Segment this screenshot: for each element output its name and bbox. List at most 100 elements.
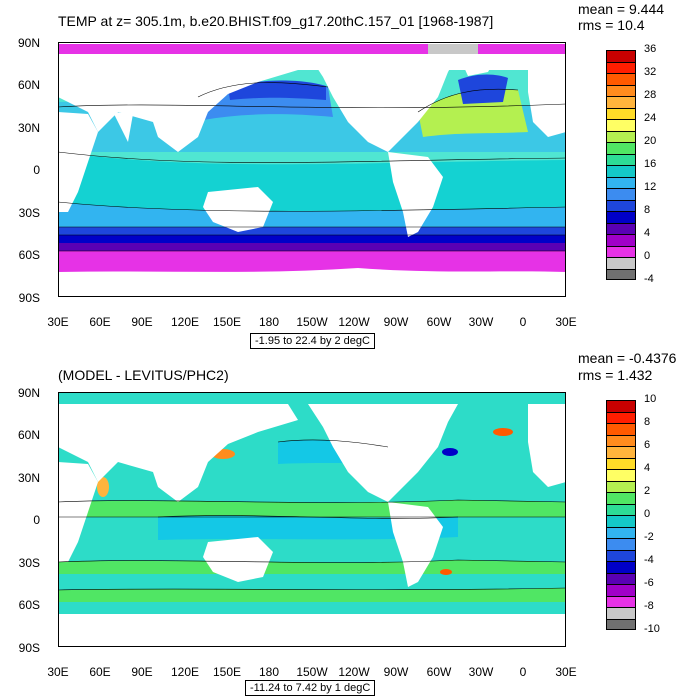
top-xlabel-150e: 150E xyxy=(212,315,242,329)
bottom-panel-mean: mean = -0.4376 xyxy=(578,350,677,366)
bottom-ylabel-60n: 60N xyxy=(17,428,40,442)
colorbar-segment xyxy=(606,469,636,481)
top-xlabel-120w: 120W xyxy=(338,315,370,329)
top-xlabel-150w: 150W xyxy=(296,315,328,329)
colorbar-tick-label: 24 xyxy=(644,112,657,124)
colorbar-segment xyxy=(606,515,636,527)
top-ylabel-60n: 60N xyxy=(17,78,40,92)
top-panel-title: TEMP at z= 305.1m, b.e20.BHIST.f09_g17.2… xyxy=(58,13,494,29)
colorbar-tick-label: 36 xyxy=(644,43,657,55)
colorbar-tick-label: -8 xyxy=(644,600,654,612)
bottom-xlabel-60e: 60E xyxy=(89,665,111,679)
bottom-xlabel-60w: 60W xyxy=(426,665,452,679)
bottom-panel-rms: rms = 1.432 xyxy=(578,367,653,383)
top-xlabel-60e: 60E xyxy=(89,315,111,329)
colorbar-tick-label: -6 xyxy=(644,577,654,589)
colorbar-segment xyxy=(606,107,636,119)
colorbar-segment xyxy=(606,561,636,573)
bottom-colorbar xyxy=(606,400,636,630)
top-xlabel-90w: 90W xyxy=(383,315,409,329)
colorbar-tick-label: 4 xyxy=(644,227,651,239)
top-ylabel-90s: 90S xyxy=(18,291,40,305)
colorbar-tick-label: 6 xyxy=(644,439,651,451)
bottom-xlabel-120e: 120E xyxy=(170,665,200,679)
bottom-ylabel-90s: 90S xyxy=(18,641,40,655)
colorbar-tick-label: 12 xyxy=(644,181,657,193)
colorbar-segment xyxy=(606,423,636,435)
top-ylabel-60s: 60S xyxy=(18,248,40,262)
bottom-xlabel-120w: 120W xyxy=(338,665,370,679)
colorbar-segment xyxy=(606,245,636,257)
top-xlabel-30e-end: 30E xyxy=(555,315,577,329)
bottom-xlabel-180: 180 xyxy=(258,665,280,679)
top-xlabel-30w: 30W xyxy=(468,315,494,329)
colorbar-segment xyxy=(606,257,636,269)
colorbar-segment xyxy=(606,572,636,584)
colorbar-tick-label: -2 xyxy=(644,531,654,543)
colorbar-segment xyxy=(606,607,636,619)
colorbar-segment xyxy=(606,153,636,165)
top-xlabel-180: 180 xyxy=(258,315,280,329)
colorbar-tick-label: 0 xyxy=(644,250,651,262)
colorbar-segment xyxy=(606,73,636,85)
bottom-xlabel-90e: 90E xyxy=(131,665,153,679)
colorbar-tick-label: -4 xyxy=(644,554,654,566)
colorbar-segment xyxy=(606,50,636,62)
top-xlabel-120e: 120E xyxy=(170,315,200,329)
colorbar-tick-label: -4 xyxy=(644,273,654,285)
bottom-xlabel-90w: 90W xyxy=(383,665,409,679)
colorbar-segment xyxy=(606,595,636,607)
colorbar-tick-label: 10 xyxy=(644,393,657,405)
colorbar-segment xyxy=(606,457,636,469)
bottom-contour-info: -11.24 to 7.42 by 1 degC xyxy=(245,680,376,696)
colorbar-segment xyxy=(606,492,636,504)
top-xlabel-0: 0 xyxy=(519,315,527,329)
colorbar-segment xyxy=(606,446,636,458)
colorbar-tick-label: 8 xyxy=(644,204,651,216)
top-contour-info: -1.95 to 22.4 by 2 degC xyxy=(250,333,375,349)
colorbar-segment xyxy=(606,411,636,423)
top-ylabel-90n: 90N xyxy=(17,36,40,50)
top-xlabel-30e: 30E xyxy=(47,315,69,329)
colorbar-segment xyxy=(606,526,636,538)
colorbar-segment xyxy=(606,400,636,412)
top-panel-mean: mean = 9.444 xyxy=(578,1,665,17)
bottom-ylabel-30s: 30S xyxy=(18,556,40,570)
bottom-ylabel-90n: 90N xyxy=(17,386,40,400)
bottom-ylabel-0: 0 xyxy=(33,513,40,527)
top-panel-rms: rms = 10.4 xyxy=(578,17,645,33)
bottom-xlabel-150w: 150W xyxy=(296,665,328,679)
top-ylabel-0: 0 xyxy=(33,163,40,177)
colorbar-segment xyxy=(606,618,636,630)
bottom-panel: (MODEL - LEVITUS/PHC2) mean = -0.4376 rm… xyxy=(0,350,700,700)
top-ylabel-30s: 30S xyxy=(18,206,40,220)
colorbar-tick-label: 20 xyxy=(644,135,657,147)
colorbar-segment xyxy=(606,211,636,223)
colorbar-segment xyxy=(606,199,636,211)
bottom-ylabel-60s: 60S xyxy=(18,598,40,612)
colorbar-segment xyxy=(606,130,636,142)
top-colorbar xyxy=(606,50,636,280)
colorbar-segment xyxy=(606,268,636,280)
colorbar-segment xyxy=(606,222,636,234)
bottom-panel-title: (MODEL - LEVITUS/PHC2) xyxy=(58,367,229,383)
colorbar-segment xyxy=(606,480,636,492)
colorbar-segment xyxy=(606,119,636,131)
colorbar-segment xyxy=(606,538,636,550)
colorbar-tick-label: 28 xyxy=(644,89,657,101)
colorbar-tick-label: 2 xyxy=(644,485,651,497)
bottom-xlabel-30w: 30W xyxy=(468,665,494,679)
bottom-xlabel-30e: 30E xyxy=(47,665,69,679)
top-map xyxy=(58,42,566,297)
bottom-xlabel-0: 0 xyxy=(519,665,527,679)
colorbar-tick-label: 4 xyxy=(644,462,651,474)
colorbar-tick-label: 0 xyxy=(644,508,651,520)
colorbar-segment xyxy=(606,84,636,96)
top-xlabel-90e: 90E xyxy=(131,315,153,329)
colorbar-segment xyxy=(606,584,636,596)
colorbar-tick-label: 8 xyxy=(644,416,651,428)
colorbar-tick-label: 16 xyxy=(644,158,657,170)
colorbar-segment xyxy=(606,96,636,108)
colorbar-segment xyxy=(606,549,636,561)
colorbar-segment xyxy=(606,434,636,446)
